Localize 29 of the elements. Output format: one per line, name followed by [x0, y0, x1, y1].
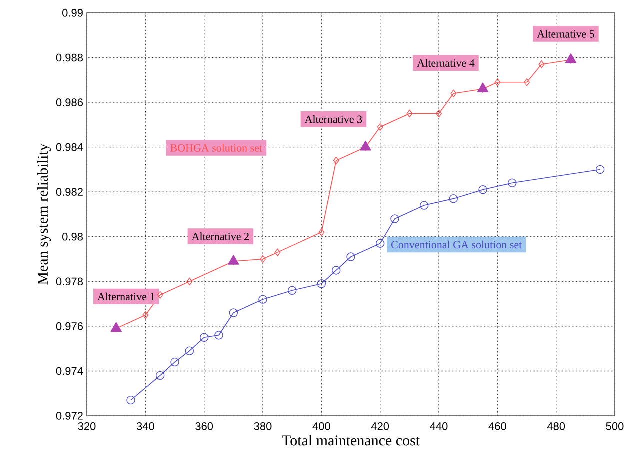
x-tick-label: 360 — [196, 422, 214, 430]
x-tick-label: 320 — [78, 422, 96, 430]
x-tick-label: 460 — [488, 422, 506, 430]
y-tick-label: 0.976 — [56, 322, 83, 330]
series-label: Conventional GA solution set — [392, 240, 522, 249]
text: BOHGA solution set — [170, 144, 262, 152]
x-tick-label: 500 — [606, 422, 624, 430]
annotation: Alternative 4 — [417, 59, 475, 67]
y-axis-title: Mean system reliability — [37, 144, 52, 285]
x-tick-label: 480 — [547, 422, 566, 430]
y-tick-label: 0.98 — [62, 232, 83, 241]
x-tick-label: 380 — [254, 422, 272, 430]
annotation: Alternative 2 — [192, 232, 249, 240]
x-axis-title: Total maintenance cost — [282, 435, 420, 446]
y-tick-label: 0.972 — [56, 412, 83, 420]
y-tick-label: 0.986 — [56, 98, 83, 106]
y-tick-label: 0.974 — [56, 367, 84, 376]
x-tick-label: 340 — [136, 422, 154, 430]
y-tick-label: 0.978 — [56, 278, 83, 286]
y-tick-label: 0.982 — [56, 188, 83, 196]
y-tick-label: 0.984 — [56, 143, 84, 152]
x-tick-label: 420 — [371, 422, 390, 430]
annotation: Alternative 3 — [304, 115, 362, 124]
y-tick-label: 0.99 — [62, 9, 83, 17]
y-tick-label: 0.988 — [56, 54, 83, 62]
x-tick-label: 400 — [312, 422, 330, 430]
annotation: Alternative 5 — [537, 30, 594, 38]
annotation: Alternative 1 — [98, 292, 155, 301]
x-tick-label: 440 — [430, 422, 448, 430]
